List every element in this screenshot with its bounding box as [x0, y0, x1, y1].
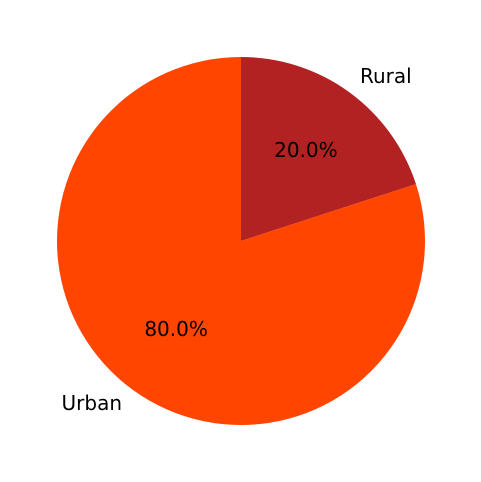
- pie-labels: Rural 20.0% Urban 80.0%: [62, 64, 412, 415]
- slice-label-urban: Urban: [62, 391, 123, 415]
- pie-slice-rural: [241, 57, 416, 241]
- pie-slices: [56, 57, 425, 425]
- pie-slice-urban: [56, 57, 425, 425]
- slice-label-rural: Rural: [360, 64, 412, 88]
- slice-percent-urban: 80.0%: [144, 317, 208, 341]
- slice-percent-rural: 20.0%: [274, 138, 338, 162]
